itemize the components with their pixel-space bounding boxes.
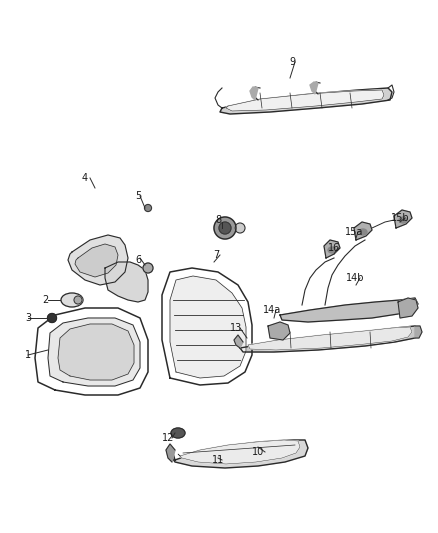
- Polygon shape: [58, 324, 134, 380]
- Polygon shape: [170, 440, 308, 468]
- Polygon shape: [398, 298, 418, 318]
- Polygon shape: [394, 210, 412, 228]
- Text: 15b: 15b: [391, 213, 410, 223]
- Ellipse shape: [61, 293, 83, 307]
- Text: 11: 11: [212, 455, 224, 465]
- Text: 14a: 14a: [263, 305, 281, 315]
- Text: 7: 7: [213, 250, 219, 260]
- Ellipse shape: [145, 205, 152, 212]
- Ellipse shape: [235, 223, 245, 233]
- Polygon shape: [248, 327, 412, 350]
- Text: 14b: 14b: [346, 273, 364, 283]
- Polygon shape: [75, 244, 118, 277]
- Polygon shape: [324, 240, 340, 258]
- Ellipse shape: [399, 217, 407, 223]
- Text: 16: 16: [328, 243, 340, 253]
- Polygon shape: [178, 440, 300, 464]
- Polygon shape: [68, 235, 128, 285]
- Polygon shape: [250, 87, 258, 100]
- Polygon shape: [310, 82, 318, 94]
- Ellipse shape: [171, 428, 185, 438]
- Ellipse shape: [359, 229, 367, 235]
- Text: 12: 12: [162, 433, 174, 443]
- Text: 4: 4: [82, 173, 88, 183]
- Ellipse shape: [74, 296, 82, 304]
- Text: 10: 10: [252, 447, 264, 457]
- Ellipse shape: [47, 313, 57, 322]
- Text: 3: 3: [25, 313, 31, 323]
- Ellipse shape: [328, 247, 336, 253]
- Polygon shape: [240, 326, 420, 352]
- Text: 9: 9: [289, 57, 295, 67]
- Polygon shape: [48, 318, 140, 386]
- Text: 2: 2: [42, 295, 48, 305]
- Ellipse shape: [214, 217, 236, 239]
- Polygon shape: [268, 322, 290, 340]
- Text: 1: 1: [25, 350, 31, 360]
- Polygon shape: [166, 444, 175, 462]
- Polygon shape: [280, 298, 418, 322]
- Polygon shape: [415, 326, 422, 338]
- Text: 13: 13: [230, 323, 242, 333]
- Polygon shape: [234, 335, 243, 348]
- Polygon shape: [354, 222, 372, 240]
- Text: 6: 6: [135, 255, 141, 265]
- Polygon shape: [226, 90, 384, 111]
- Text: 15a: 15a: [345, 227, 363, 237]
- Text: 8: 8: [215, 215, 221, 225]
- Ellipse shape: [219, 222, 231, 234]
- Polygon shape: [35, 308, 148, 395]
- Polygon shape: [220, 88, 392, 114]
- Polygon shape: [170, 276, 246, 378]
- Text: 5: 5: [135, 191, 141, 201]
- Polygon shape: [105, 262, 148, 302]
- Polygon shape: [162, 268, 252, 385]
- Ellipse shape: [143, 263, 153, 273]
